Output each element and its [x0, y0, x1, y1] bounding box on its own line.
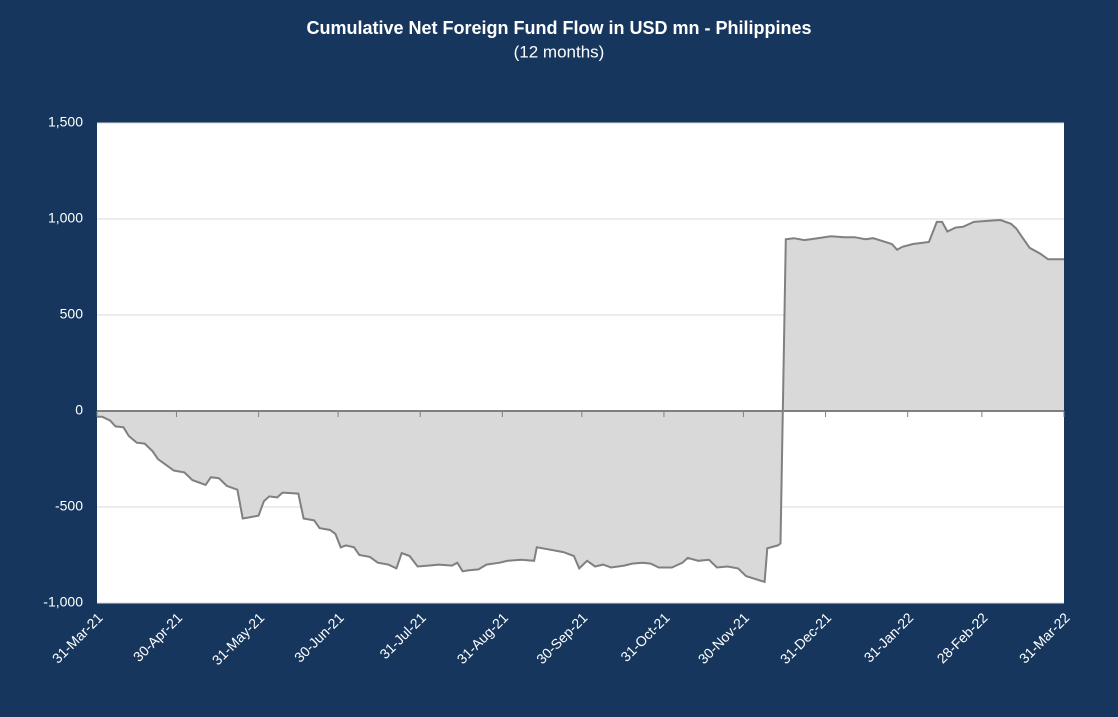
area	[97, 220, 1064, 582]
y-tick-label: 500	[60, 306, 84, 322]
y-tick-label: 0	[75, 402, 83, 418]
line	[97, 218, 1064, 584]
chart-subtitle: (12 months)	[514, 42, 605, 61]
y-tick-label: -1,000	[43, 594, 83, 610]
y-tick-label: 1,000	[48, 210, 83, 226]
y-tick-label: 1,500	[48, 114, 83, 130]
y-tick-label: -500	[55, 498, 83, 514]
chart-title: Cumulative Net Foreign Fund Flow in USD …	[306, 18, 811, 38]
